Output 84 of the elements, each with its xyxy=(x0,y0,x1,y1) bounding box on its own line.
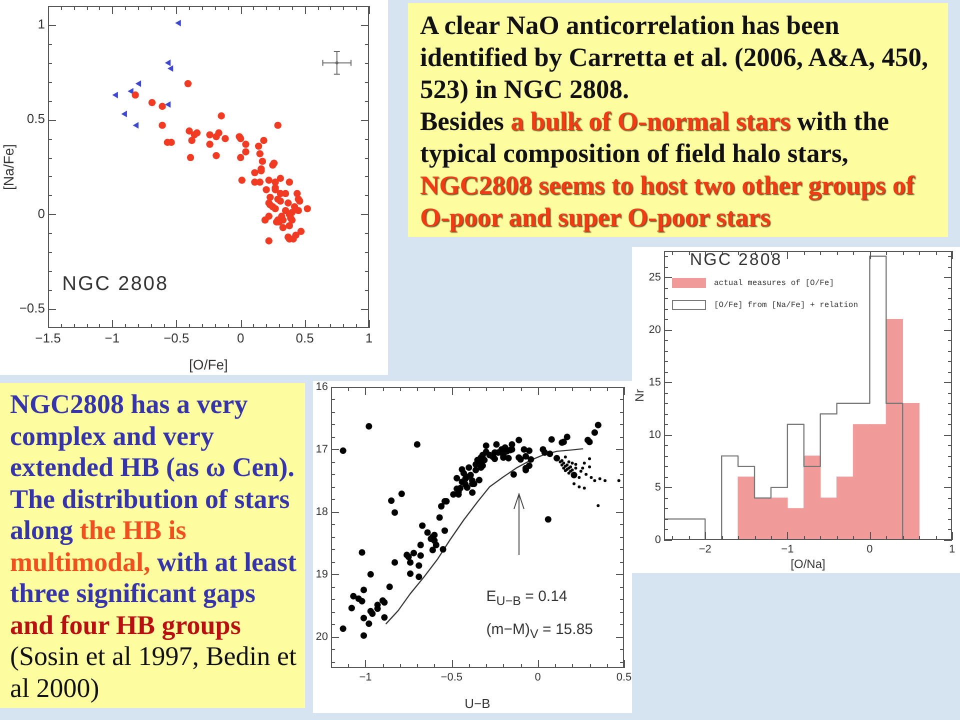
point xyxy=(596,504,600,508)
x-tick-label: 0.5 xyxy=(616,672,632,684)
legend-label: actual measures of [O/Fe] xyxy=(714,279,834,288)
y-tick-label: −0.5 xyxy=(19,300,45,316)
point xyxy=(560,464,564,467)
point xyxy=(590,476,593,480)
point xyxy=(112,92,118,98)
y-tick-label: 25 xyxy=(648,271,661,284)
x-tick-label: 1 xyxy=(365,330,373,346)
point xyxy=(578,485,581,488)
text: along xyxy=(10,515,74,545)
y-tick-label: 5 xyxy=(654,481,661,494)
x-axis-title: U−B xyxy=(464,696,490,711)
point xyxy=(567,460,570,464)
text: with at least xyxy=(157,546,296,576)
x-tick-label: −2 xyxy=(698,544,712,556)
annotation: E$_{U−B}$ = 0.14 xyxy=(486,588,568,610)
x-tick-label: −0.5 xyxy=(440,672,463,684)
text: the HB is xyxy=(80,515,186,545)
point xyxy=(572,482,576,486)
point xyxy=(167,65,174,72)
annotation: (m−M)$_{V}$ = 15.85 xyxy=(486,620,594,642)
y-tick-label: 20 xyxy=(648,324,661,336)
text: and four HB groups xyxy=(10,610,241,640)
x-tick-label: 0.5 xyxy=(296,330,314,346)
point xyxy=(588,465,592,468)
x-tick-label: 0 xyxy=(866,544,873,556)
y-tick-label: 0 xyxy=(38,206,45,221)
legend-label: [O/Fe] from [Na/Fe] + relation xyxy=(714,301,858,310)
x-tick-label: −1 xyxy=(104,330,120,346)
text: multimodal, xyxy=(10,546,150,576)
point xyxy=(581,466,584,470)
point xyxy=(582,462,586,465)
x-tick-label: 0 xyxy=(534,672,541,684)
y-tick-label: 10 xyxy=(648,428,661,441)
y-tick-label: 16 xyxy=(316,381,328,394)
point xyxy=(132,122,138,129)
annotation: NGC 2808 xyxy=(62,273,169,296)
point xyxy=(135,80,142,87)
text: with the xyxy=(796,106,889,136)
text: (Sosin et al 1997, Bedin et al 2000) xyxy=(10,641,296,702)
x-axis-title: [O/Fe] xyxy=(189,356,228,372)
point xyxy=(574,466,578,470)
annotation: NGC 2808 xyxy=(690,250,782,270)
x-axis-title: [O/Na] xyxy=(790,557,826,572)
x-tick-label: 1 xyxy=(948,544,956,556)
point xyxy=(164,101,171,108)
y-tick-label: 0 xyxy=(654,534,661,546)
text: three significant gaps xyxy=(10,578,256,608)
point xyxy=(562,462,566,465)
y-tick-label: 17 xyxy=(316,443,328,456)
point xyxy=(593,479,596,482)
x-tick-label: −1 xyxy=(781,544,794,556)
y-axis-title: [Na/Fe] xyxy=(0,144,16,190)
text: A clear NaO anticorrelation has been identified by Carretta et al. (2006, A&A, 450, 523) in NGC 2808. xyxy=(420,10,928,104)
point xyxy=(564,455,567,458)
y-tick-label: 1 xyxy=(38,16,45,32)
point xyxy=(164,60,171,66)
point xyxy=(588,457,592,460)
y-tick-label: 20 xyxy=(316,630,328,643)
x-tick-label: −1.5 xyxy=(35,330,61,346)
y-axis-title: Nr xyxy=(632,389,647,402)
point xyxy=(578,476,581,480)
point xyxy=(582,486,586,490)
text: a bulk of O-normal stars xyxy=(510,106,790,136)
text: NGC2808 seems to host two other groups of O-poor and super O-poor stars xyxy=(420,170,914,232)
point xyxy=(617,479,620,482)
y-tick-label: 15 xyxy=(648,376,661,388)
point xyxy=(574,462,578,466)
x-tick-label: −0.5 xyxy=(164,330,190,346)
point xyxy=(175,20,181,26)
point xyxy=(584,472,588,476)
point xyxy=(598,477,602,480)
point xyxy=(570,462,574,465)
text: typical composition of field halo stars, xyxy=(420,138,848,168)
x-tick-label: −1 xyxy=(359,672,372,684)
point xyxy=(579,470,582,473)
y-tick-label: 19 xyxy=(316,568,328,580)
point xyxy=(121,110,127,118)
x-tick-label: 0 xyxy=(236,330,244,346)
text: Besides xyxy=(420,106,504,136)
point xyxy=(604,479,607,482)
y-tick-label: 18 xyxy=(316,506,328,518)
y-tick-label: 0.5 xyxy=(26,111,45,126)
